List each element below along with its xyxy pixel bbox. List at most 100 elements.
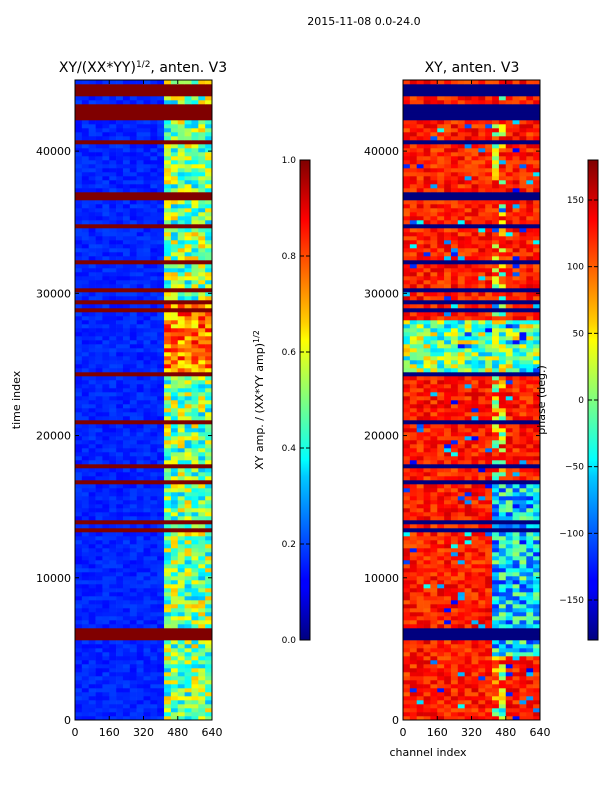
- heatmap-cell: [157, 312, 165, 317]
- heatmap-cell: [157, 392, 165, 397]
- heatmap-cell: [437, 492, 445, 497]
- heatmap-cell: [116, 292, 124, 297]
- heatmap-cell: [95, 576, 103, 581]
- heatmap-cell: [75, 476, 83, 481]
- heatmap-cell: [164, 332, 172, 337]
- heatmap-cell: [109, 284, 117, 289]
- heatmap-cell: [157, 376, 165, 381]
- heatmap-cell: [450, 472, 459, 477]
- heatmap-cell: [122, 148, 131, 153]
- heatmap-cell: [416, 460, 424, 465]
- heatmap-cell: [430, 432, 438, 437]
- heatmap-cell: [143, 624, 151, 629]
- heatmap-cell: [102, 396, 110, 401]
- heatmap-cell: [170, 620, 179, 625]
- heatmap-cell: [116, 592, 124, 597]
- heatmap-cell: [129, 124, 137, 129]
- heatmap-cell: [478, 696, 486, 701]
- heatmap-cell: [526, 536, 534, 541]
- heatmap-cell: [519, 604, 527, 609]
- heatmap-cell: [457, 676, 465, 681]
- heatmap-cell: [450, 332, 459, 337]
- heatmap-cell: [170, 600, 179, 605]
- heatmap-cell: [191, 508, 199, 513]
- heatmap-cell: [157, 676, 165, 681]
- heatmap-cell: [129, 496, 137, 501]
- heatmap-cell: [75, 584, 83, 589]
- heatmap-cell: [184, 604, 192, 609]
- heatmap-cell: [177, 668, 185, 673]
- heatmap-cell: [464, 332, 472, 337]
- heatmap-cell: [102, 132, 110, 137]
- heatmap-cell: [478, 272, 486, 277]
- heatmap-cell: [205, 672, 212, 677]
- heatmap-cell: [205, 216, 212, 221]
- heatmap-cell: [403, 388, 411, 393]
- heatmap-cell: [450, 264, 459, 269]
- heatmap-cell: [109, 172, 117, 177]
- heatmap-cell: [423, 336, 431, 341]
- heatmap-cell: [492, 556, 500, 561]
- heatmap-cell: [526, 264, 534, 269]
- heatmap-cell: [457, 552, 465, 557]
- heatmap-cell: [409, 564, 417, 569]
- heatmap-cell: [102, 264, 110, 269]
- heatmap-cell: [116, 356, 124, 361]
- heatmap-cell: [150, 560, 158, 565]
- heatmap-cell: [205, 204, 212, 209]
- heatmap-cell: [492, 472, 500, 477]
- heatmap-cell: [177, 400, 185, 405]
- heatmap-cell: [170, 472, 179, 477]
- heatmap-cell: [505, 660, 513, 665]
- heatmap-cell: [457, 616, 465, 621]
- heatmap-cell: [492, 468, 500, 473]
- heatmap-cell: [437, 484, 445, 489]
- heatmap-cell: [122, 704, 131, 709]
- heatmap-cell: [492, 616, 500, 621]
- heatmap-cell: [102, 352, 110, 357]
- flagged-row: [403, 480, 540, 485]
- heatmap-cell: [457, 712, 465, 717]
- heatmap-cell: [423, 248, 431, 253]
- heatmap-cell: [450, 500, 459, 505]
- heatmap-cell: [498, 460, 507, 465]
- heatmap-cell: [198, 256, 206, 261]
- heatmap-cell: [136, 284, 144, 289]
- heatmap-cell: [102, 580, 110, 585]
- heatmap-cell: [177, 496, 185, 501]
- heatmap-cell: [403, 292, 411, 297]
- heatmap-cell: [505, 656, 513, 661]
- heatmap-cell: [430, 552, 438, 557]
- heatmap-cell: [519, 296, 527, 301]
- heatmap-cell: [478, 692, 486, 697]
- heatmap-cell: [177, 448, 185, 453]
- heatmap-cell: [498, 428, 507, 433]
- heatmap-cell: [164, 220, 172, 225]
- heatmap-cell: [430, 672, 438, 677]
- heatmap-cell: [444, 684, 452, 689]
- heatmap-cell: [423, 364, 431, 369]
- heatmap-cell: [430, 504, 438, 509]
- flagged-row: [75, 192, 212, 197]
- heatmap-cell: [136, 708, 144, 713]
- heatmap-cell: [81, 452, 89, 457]
- heatmap-cell: [505, 396, 513, 401]
- heatmap-cell: [205, 532, 212, 537]
- heatmap-cell: [129, 452, 137, 457]
- heatmap-cell: [129, 500, 137, 505]
- heatmap-cell: [205, 604, 212, 609]
- heatmap-cell: [75, 388, 83, 393]
- heatmap-cell: [81, 428, 89, 433]
- heatmap-cell: [75, 384, 83, 389]
- heatmap-cell: [519, 444, 527, 449]
- heatmap-cell: [122, 496, 131, 501]
- heatmap-cell: [164, 656, 172, 661]
- heatmap-cell: [205, 408, 212, 413]
- heatmap-cell: [157, 704, 165, 709]
- heatmap-cell: [464, 340, 472, 345]
- heatmap-cell: [143, 564, 151, 569]
- heatmap-cell: [478, 332, 486, 337]
- heatmap-cell: [437, 248, 445, 253]
- heatmap-cell: [129, 120, 137, 125]
